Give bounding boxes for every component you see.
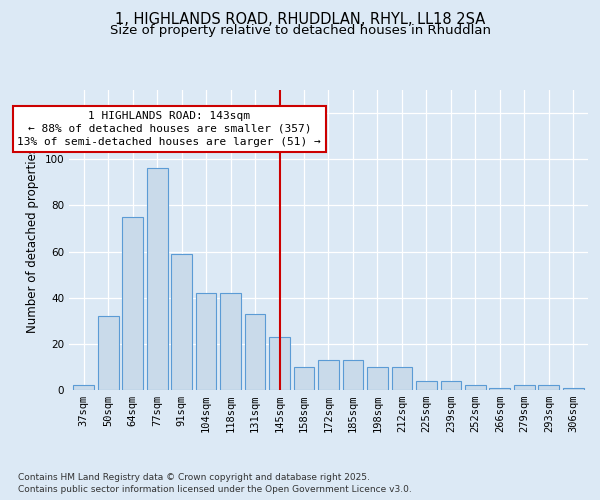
Bar [318,360,339,390]
Text: 1, HIGHLANDS ROAD, RHUDDLAN, RHYL, LL18 2SA: 1, HIGHLANDS ROAD, RHUDDLAN, RHYL, LL18 … [115,12,485,28]
Bar [245,314,265,390]
Text: Contains HM Land Registry data © Crown copyright and database right 2025.: Contains HM Land Registry data © Crown c… [18,472,370,482]
Bar [538,386,559,390]
Bar [122,217,143,390]
Bar [367,367,388,390]
Bar [343,360,364,390]
Bar [220,293,241,390]
Bar [293,367,314,390]
Text: 1 HIGHLANDS ROAD: 143sqm
← 88% of detached houses are smaller (357)
13% of semi-: 1 HIGHLANDS ROAD: 143sqm ← 88% of detach… [17,111,321,147]
Bar [490,388,510,390]
Bar [98,316,119,390]
Bar [416,381,437,390]
Text: Contains public sector information licensed under the Open Government Licence v3: Contains public sector information licen… [18,485,412,494]
Bar [269,337,290,390]
Bar [465,386,486,390]
Bar [147,168,167,390]
Y-axis label: Number of detached properties: Number of detached properties [26,147,39,333]
Bar [392,367,412,390]
Bar [73,386,94,390]
Bar [196,293,217,390]
Bar [171,254,192,390]
Text: Size of property relative to detached houses in Rhuddlan: Size of property relative to detached ho… [110,24,491,37]
Bar [563,388,584,390]
Bar [514,386,535,390]
Bar [440,381,461,390]
